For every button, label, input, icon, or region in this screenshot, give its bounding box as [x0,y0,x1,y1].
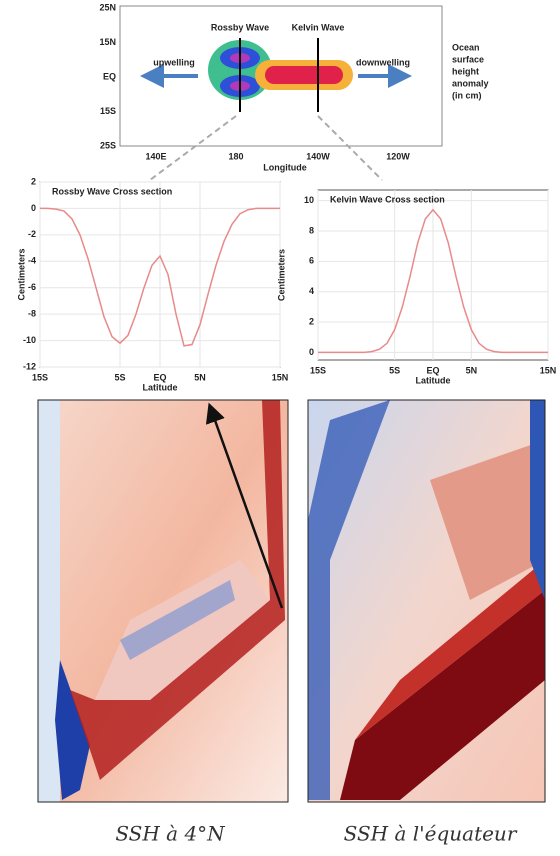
panel-frame [307,399,546,803]
lon-label: 120W [386,151,410,161]
caption: SSH à 4°N [115,822,226,846]
lat-label: 25N [99,2,116,12]
lon-label: 180 [228,151,243,161]
lat-label: 15S [100,106,116,116]
y-axis-label: Centimeters [276,249,286,301]
line [318,208,548,354]
panel-right [307,399,546,803]
y-tick-label: -12 [23,361,36,371]
y-tick-label: 0 [309,347,314,357]
arrow-label: upwelling [153,57,195,67]
x-tick-label: 15N [540,365,557,375]
lat-label: EQ [103,71,116,81]
y-tick-label: 4 [309,286,314,296]
heatmap [120,580,235,660]
heatmap [430,440,545,600]
panel-left [37,399,289,803]
y-axis-label: Centimeters [16,248,26,300]
legend-text: height [452,66,479,76]
y-tick-label: -4 [28,256,36,266]
heatmap [55,660,90,800]
x-tick-label: 15S [32,372,48,382]
x-axis-label: Longitude [263,162,307,172]
arrow [205,402,284,609]
x-axis-label: Latitude [143,382,178,392]
heatmap [308,400,390,800]
x-tick-label: 15N [272,372,289,382]
heatmap [340,590,545,800]
x-tick-label: 5S [114,372,125,382]
schematic: Rossby Wave Kelvin Wave upwelling downwe… [119,5,443,181]
y-tick-label: 6 [309,256,314,266]
y-tick-label: -8 [28,309,36,319]
caption: SSH à l'équateur [344,822,518,846]
legend-text: surface [452,54,484,64]
x-tick-label: 5N [466,365,478,375]
line [40,207,280,347]
x-tick-label: EQ [153,372,166,382]
connector [149,115,237,181]
heatmap [530,400,545,600]
y-tick-label: 0 [31,203,36,213]
x-tick-label: 5N [194,372,206,382]
legend-text: (in cm) [452,90,482,100]
legend-text: Ocean [452,42,480,52]
y-tick-label: 2 [309,316,314,326]
x-tick-label: 5S [389,365,400,375]
heatmap [70,400,285,780]
y-tick-label: 10 [304,195,314,205]
panel-frame [37,399,289,803]
lon-label: 140E [145,151,166,161]
y-tick-label: -10 [23,335,36,345]
chart-title: Kelvin Wave Cross section [330,194,445,204]
x-axis-label: Latitude [416,375,451,385]
y-tick-label: 8 [309,225,314,235]
arrow-label: downwelling [356,57,410,67]
lat-label: 15N [99,37,116,47]
connector [317,115,383,181]
y-tick-label: 2 [31,176,36,186]
heatmap [38,400,60,802]
y-tick-label: -6 [28,282,36,292]
heatmap [355,560,545,740]
x-tick-label: EQ [426,365,439,375]
lon-label: 140W [306,151,330,161]
kelvin-blob [265,66,343,84]
y-tick-label: -2 [28,229,36,239]
x-tick-label: 15S [310,365,326,375]
kelvin-label: Kelvin Wave [292,22,345,32]
lat-label: 25S [100,140,116,150]
legend-text: anomaly [452,78,489,88]
rossby-label: Rossby Wave [211,22,269,32]
chart-title: Rossby Wave Cross section [52,186,172,196]
